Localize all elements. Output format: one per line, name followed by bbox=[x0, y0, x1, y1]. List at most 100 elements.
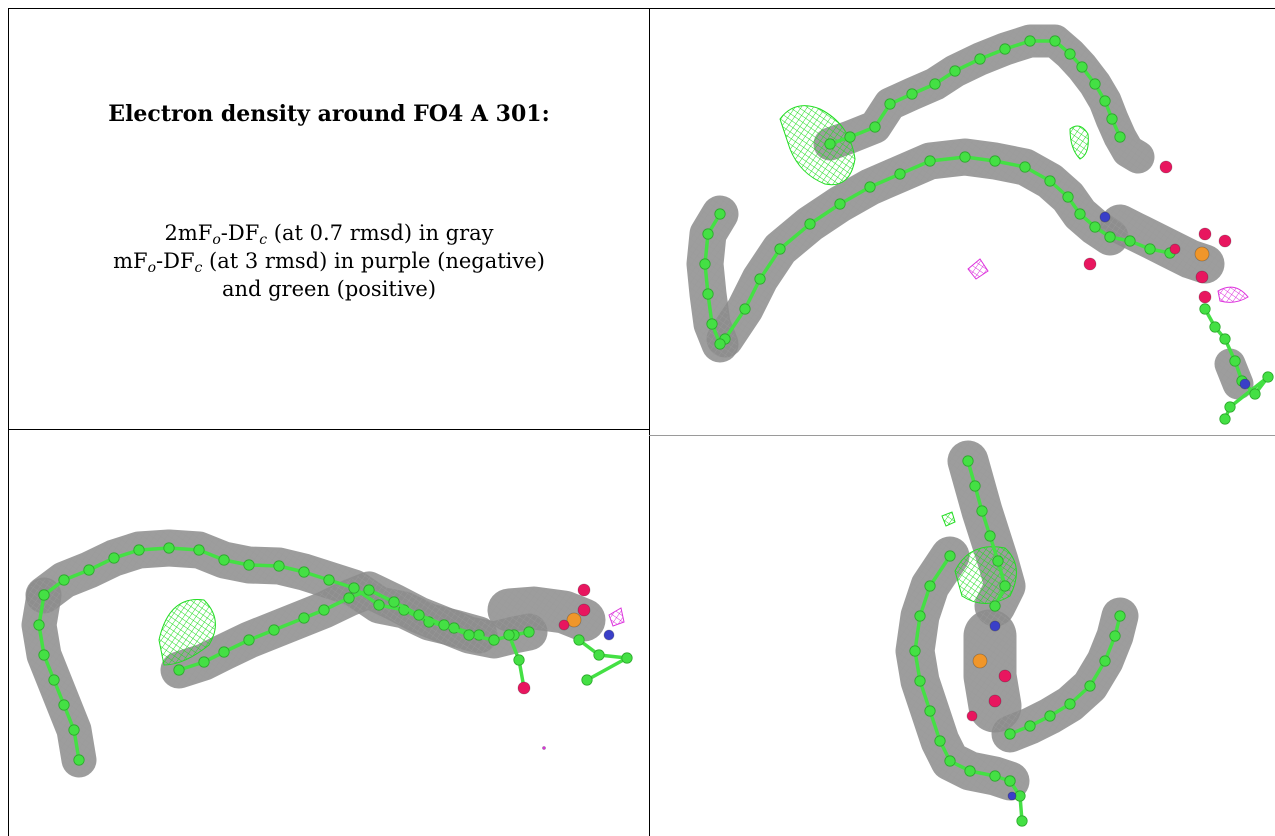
density-view-1-image bbox=[686, 24, 1274, 425]
table-border-top bbox=[8, 8, 1275, 9]
acyl-chain-left-atom bbox=[924, 705, 936, 717]
acyl-chain-left-atom bbox=[944, 550, 956, 562]
acyl-chain-lower-atom bbox=[463, 629, 475, 641]
acyl-chain-left-atom bbox=[989, 770, 1001, 782]
acyl-chain-lower-atom bbox=[1114, 610, 1126, 622]
acyl-chain-lower-atom bbox=[343, 592, 355, 604]
acyl-chain-upper-atom bbox=[989, 600, 1001, 612]
oxygen-atom bbox=[1169, 243, 1181, 255]
acyl-chain-upper-atom bbox=[844, 131, 856, 143]
acyl-chain-lower-atom bbox=[173, 664, 185, 676]
acyl-chain-lower-atom bbox=[488, 634, 500, 646]
acyl-chain-lower-atom bbox=[1074, 208, 1086, 220]
choline-chain-atom bbox=[593, 649, 605, 661]
density-view-2-image bbox=[21, 529, 633, 778]
acyl-chain-lower-atom bbox=[413, 609, 425, 621]
acyl-chain-lower-atom bbox=[989, 155, 1001, 167]
acyl-chain-left-atom bbox=[48, 674, 60, 686]
glycerol-chain-atom bbox=[1144, 243, 1156, 255]
figure-table: Electron density around FO4 A 301: 2mFo-… bbox=[8, 8, 1275, 836]
acyl-chain-lower-atom bbox=[834, 198, 846, 210]
negative-density-blob bbox=[608, 607, 625, 627]
acyl-chain-lower-atom bbox=[1089, 221, 1101, 233]
acyl-chain-left-atom bbox=[702, 228, 714, 240]
oxygen-atom bbox=[1083, 257, 1097, 271]
acyl-chain-lower-atom bbox=[1064, 698, 1076, 710]
choline-chain-atom bbox=[1016, 815, 1028, 827]
acyl-chain-left-atom bbox=[68, 724, 80, 736]
oxygen-atom bbox=[1159, 160, 1173, 174]
acyl-chain-upper-atom bbox=[884, 98, 896, 110]
choline-chain-atom bbox=[1004, 775, 1016, 787]
acyl-chain-lower-atom bbox=[1062, 191, 1074, 203]
acyl-chain-left-atom bbox=[944, 755, 956, 767]
choline-chain-atom bbox=[1219, 333, 1231, 345]
acyl-chain-upper-atom bbox=[133, 544, 145, 556]
choline-chain-atom bbox=[1249, 388, 1261, 400]
acyl-chain-upper-atom bbox=[824, 138, 836, 150]
phosphorus-atom bbox=[1194, 246, 1210, 262]
glycerol-chain-atom bbox=[503, 629, 515, 641]
glycerol-chain-atom bbox=[1124, 235, 1136, 247]
acyl-chain-upper-atom bbox=[906, 88, 918, 100]
acyl-chain-left-atom bbox=[702, 288, 714, 300]
oxygen-atom bbox=[517, 681, 531, 695]
oxygen-atom bbox=[577, 583, 591, 597]
acyl-chain-left-atom bbox=[914, 675, 926, 687]
choline-chain-atom bbox=[1229, 355, 1241, 367]
negative-density-speck bbox=[542, 746, 546, 750]
acyl-chain-left-atom bbox=[38, 649, 50, 661]
caption-line-1-part-b: -DF bbox=[220, 221, 260, 245]
acyl-chain-left-atom bbox=[699, 258, 711, 270]
positive-density-blob bbox=[1069, 125, 1089, 160]
acyl-chain-upper-atom bbox=[1064, 48, 1076, 60]
acyl-chain-lower-atom bbox=[1084, 680, 1096, 692]
acyl-chain-upper-atom bbox=[869, 121, 881, 133]
acyl-chain-upper-atom bbox=[1099, 95, 1111, 107]
acyl-chain-lower-atom bbox=[959, 151, 971, 163]
density-view-1 bbox=[650, 9, 1275, 435]
acyl-chain-left-atom bbox=[73, 754, 85, 766]
acyl-chain-lower-atom bbox=[298, 612, 310, 624]
acyl-chain-upper-atom bbox=[298, 566, 310, 578]
acyl-chain-lower-atom bbox=[388, 596, 400, 608]
acyl-chain-upper-atom bbox=[992, 555, 1004, 567]
acyl-chain-upper-atom bbox=[348, 582, 360, 594]
acyl-chain-lower-atom bbox=[894, 168, 906, 180]
acyl-chain-upper-atom bbox=[243, 559, 255, 571]
positive-density-blob bbox=[779, 105, 856, 186]
table-divider-vertical bbox=[649, 8, 650, 836]
acyl-chain-upper-atom bbox=[58, 574, 70, 586]
density-view-2 bbox=[9, 430, 649, 836]
acyl-chain-left-atom bbox=[38, 589, 50, 601]
oxygen-atom bbox=[1218, 234, 1232, 248]
acyl-chain-lower-atom bbox=[1024, 720, 1036, 732]
choline-chain-atom bbox=[581, 674, 593, 686]
acyl-chain-left-atom bbox=[714, 208, 726, 220]
choline-chain-atom bbox=[621, 652, 633, 664]
table-divider-horizontal bbox=[8, 429, 649, 430]
acyl-chain-upper-atom bbox=[108, 552, 120, 564]
glycerol-chain-atom bbox=[1104, 231, 1116, 243]
acyl-chain-upper-atom bbox=[1089, 78, 1101, 90]
nitrogen-atom bbox=[989, 620, 1001, 632]
acyl-chain-lower-bonds bbox=[178, 588, 530, 672]
positive-density-blob bbox=[158, 599, 216, 666]
density-view-3 bbox=[650, 436, 1275, 836]
acyl-chain-left-atom bbox=[33, 619, 45, 631]
acyl-chain-lower-atom bbox=[218, 646, 230, 658]
negative-density-blob bbox=[1217, 286, 1249, 303]
caption-line-1-part-c: (at 0.7 rmsd) in gray bbox=[267, 221, 494, 245]
caption-line-2-part-c: (at 3 rmsd) in purple (negative) bbox=[202, 249, 545, 273]
nitrogen-atom bbox=[1239, 378, 1251, 390]
density-view-3-image bbox=[895, 440, 1139, 827]
acyl-chain-upper-atom bbox=[1076, 61, 1088, 73]
acyl-chain-upper-atom bbox=[193, 544, 205, 556]
acyl-chain-upper-atom bbox=[218, 554, 230, 566]
acyl-chain-lower-atom bbox=[774, 243, 786, 255]
nitrogen-atom bbox=[603, 629, 615, 641]
acyl-chain-left-atom bbox=[964, 765, 976, 777]
acyl-chain-lower-atom bbox=[924, 155, 936, 167]
oxygen-atom bbox=[1195, 270, 1209, 284]
acyl-chain-upper-atom bbox=[1049, 35, 1061, 47]
